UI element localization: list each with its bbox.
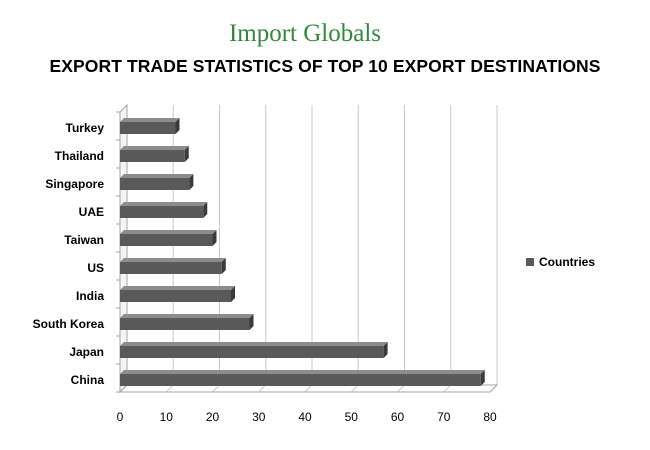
category-label: Taiwan: [64, 233, 104, 247]
bars: [120, 118, 485, 386]
x-tick-label: 40: [298, 410, 312, 424]
bar: [120, 342, 388, 358]
logo: Import Globals: [228, 20, 382, 47]
x-tick-label: 30: [252, 410, 266, 424]
x-axis-floor: [118, 384, 499, 393]
bar-end: [175, 118, 180, 134]
category-label: US: [87, 261, 104, 275]
category-label: Turkey: [66, 121, 105, 135]
bar: [120, 314, 254, 330]
x-tick-label: 80: [483, 410, 497, 424]
bar-front: [120, 234, 213, 246]
bar-front: [120, 150, 185, 162]
category-label: Japan: [69, 345, 104, 359]
bar-top: [120, 286, 235, 290]
bar-top: [120, 202, 208, 206]
bar-end: [231, 286, 235, 302]
bar: [120, 202, 208, 218]
bar-front: [120, 374, 481, 386]
category-label: Thailand: [55, 149, 104, 163]
bar-end: [184, 146, 189, 162]
bar: [120, 370, 485, 386]
bar-top: [120, 118, 180, 122]
bar-top: [120, 314, 254, 318]
category-label: South Korea: [33, 317, 105, 331]
x-tick-label: 0: [117, 410, 124, 424]
bar-front: [120, 178, 190, 190]
bar-end: [249, 314, 254, 330]
floor-line: [212, 384, 220, 393]
bar: [120, 230, 217, 246]
bar-front: [120, 206, 204, 218]
x-tick-label: 70: [437, 410, 451, 424]
floor-line: [304, 384, 313, 393]
bar-top: [120, 146, 189, 150]
category-label: UAE: [79, 205, 104, 219]
bar-front: [120, 122, 176, 134]
x-tick-label: 50: [345, 410, 359, 424]
bar: [120, 258, 226, 274]
legend: Countries: [526, 255, 595, 269]
bar-top: [120, 174, 194, 178]
x-tick-label: 10: [160, 410, 174, 424]
bar-end: [189, 174, 194, 190]
legend-swatch: [526, 258, 534, 266]
bar: [120, 146, 189, 162]
bar-end: [383, 342, 388, 358]
bar-front: [120, 346, 384, 358]
bar-top: [120, 230, 217, 234]
category-label: Singapore: [45, 177, 104, 191]
x-tick-label: 60: [391, 410, 405, 424]
bar: [120, 118, 180, 134]
floor-line: [443, 384, 452, 393]
category-labels: China Japan South Korea India US Taiwan UAE Sin…: [33, 121, 105, 387]
tick-labels: 0 10 20 30 40 50 60 70 80: [117, 410, 497, 424]
bar-end: [221, 258, 226, 274]
bar-end: [203, 202, 208, 218]
category-label: China: [71, 373, 105, 387]
bar-end: [480, 370, 485, 386]
floor-line: [165, 384, 174, 393]
floor-line: [258, 384, 267, 393]
bar-front: [120, 262, 222, 274]
legend-label: Countries: [539, 255, 595, 269]
bar-top: [120, 258, 226, 262]
bar: [120, 174, 194, 190]
floor-line: [397, 384, 405, 393]
bar: [120, 286, 235, 302]
bar-front: [120, 290, 231, 302]
bar-top: [120, 342, 388, 346]
x-tick-label: 20: [206, 410, 220, 424]
bar-front: [120, 318, 250, 330]
chart-title: EXPORT TRADE STATISTICS OF TOP 10 EXPORT…: [49, 56, 601, 76]
category-label: India: [76, 289, 104, 303]
floor-line: [350, 384, 359, 393]
bar-top: [120, 370, 485, 374]
bar-end: [212, 230, 217, 246]
